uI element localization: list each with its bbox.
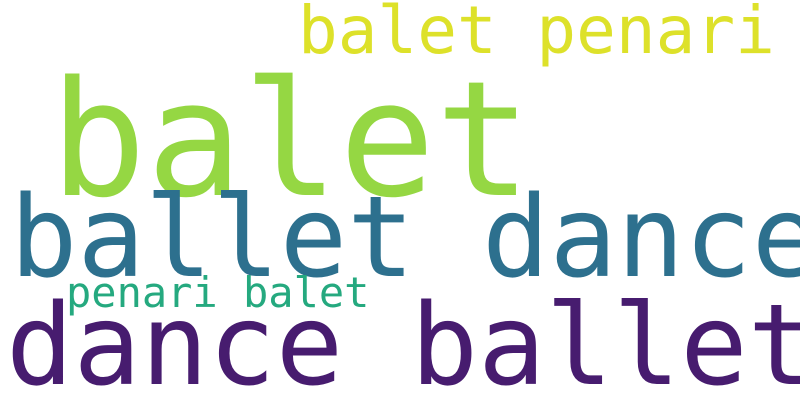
word-balet: balet: [50, 46, 532, 233]
word-balet-penari: balet penari: [298, 0, 775, 69]
word-penari-balet: penari balet: [66, 268, 370, 317]
word-ballet-dance: ballet dance: [10, 173, 800, 303]
word-cloud: balet penari balet ballet dance penari b…: [6, 0, 800, 411]
word-dance-ballet: dance ballet: [6, 281, 800, 411]
